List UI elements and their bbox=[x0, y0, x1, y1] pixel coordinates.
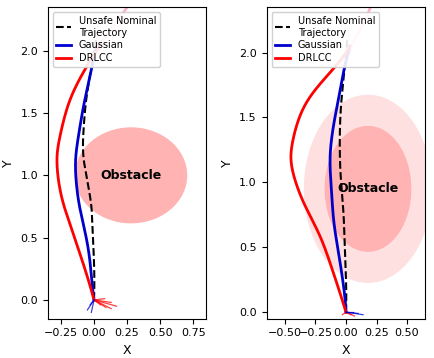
Text: Obstacle: Obstacle bbox=[100, 169, 161, 182]
DRLCC bbox=[98, 42, 103, 47]
Line: Unsafe Nominal
Trajectory: Unsafe Nominal Trajectory bbox=[83, 38, 97, 300]
Unsafe Nominal
Trajectory bbox=[337, 130, 342, 135]
DRLCC bbox=[296, 117, 301, 122]
Y-axis label: Y: Y bbox=[220, 159, 233, 167]
Gaussian bbox=[331, 123, 336, 127]
Unsafe Nominal
Trajectory bbox=[92, 298, 97, 302]
DRLCC bbox=[343, 51, 349, 55]
X-axis label: X: X bbox=[342, 344, 350, 357]
Unsafe Nominal
Trajectory bbox=[94, 36, 99, 40]
Y-axis label: Y: Y bbox=[2, 159, 15, 167]
Gaussian bbox=[76, 137, 81, 141]
DRLCC bbox=[337, 59, 342, 63]
Unsafe Nominal
Trajectory bbox=[81, 131, 86, 135]
DRLCC bbox=[343, 309, 349, 314]
Legend: Unsafe Nominal
Trajectory, Gaussian, DRLCC: Unsafe Nominal Trajectory, Gaussian, DRL… bbox=[53, 12, 160, 67]
Gaussian bbox=[76, 132, 81, 136]
Unsafe Nominal
Trajectory bbox=[343, 309, 349, 313]
Line: DRLCC: DRLCC bbox=[57, 44, 101, 300]
Ellipse shape bbox=[76, 128, 187, 223]
Gaussian bbox=[75, 138, 80, 142]
DRLCC bbox=[62, 113, 68, 117]
Ellipse shape bbox=[325, 126, 411, 251]
DRLCC bbox=[293, 125, 299, 129]
Gaussian bbox=[92, 53, 97, 58]
Gaussian bbox=[345, 54, 350, 58]
Gaussian bbox=[92, 298, 97, 302]
DRLCC bbox=[294, 124, 299, 128]
DRLCC bbox=[61, 120, 66, 125]
DRLCC bbox=[91, 297, 96, 301]
Line: Gaussian: Gaussian bbox=[330, 46, 350, 312]
Unsafe Nominal
Trajectory bbox=[344, 49, 349, 53]
Unsafe Nominal
Trajectory bbox=[337, 125, 342, 130]
Gaussian bbox=[91, 297, 96, 301]
Unsafe Nominal
Trajectory bbox=[81, 132, 86, 136]
X-axis label: X: X bbox=[123, 344, 132, 357]
Unsafe Nominal
Trajectory bbox=[342, 65, 347, 69]
Ellipse shape bbox=[305, 95, 431, 282]
Unsafe Nominal
Trajectory bbox=[343, 310, 349, 314]
DRLCC bbox=[89, 57, 94, 61]
DRLCC bbox=[343, 310, 349, 314]
Legend: Unsafe Nominal
Trajectory, Gaussian, DRLCC: Unsafe Nominal Trajectory, Gaussian, DRL… bbox=[272, 12, 379, 67]
Unsafe Nominal
Trajectory bbox=[345, 38, 350, 42]
Unsafe Nominal
Trajectory bbox=[92, 47, 97, 52]
Unsafe Nominal
Trajectory bbox=[337, 130, 342, 134]
Gaussian bbox=[94, 42, 99, 47]
Unsafe Nominal
Trajectory bbox=[89, 63, 95, 67]
Unsafe Nominal
Trajectory bbox=[81, 126, 86, 130]
Gaussian bbox=[347, 44, 352, 48]
DRLCC bbox=[94, 49, 99, 53]
Text: Obstacle: Obstacle bbox=[337, 182, 398, 195]
DRLCC bbox=[347, 44, 352, 48]
Unsafe Nominal
Trajectory bbox=[92, 296, 97, 301]
Gaussian bbox=[343, 310, 349, 314]
Line: DRLCC: DRLCC bbox=[291, 46, 350, 312]
Gaussian bbox=[343, 62, 348, 66]
Gaussian bbox=[89, 69, 94, 73]
Line: Gaussian: Gaussian bbox=[76, 44, 97, 300]
Gaussian bbox=[331, 124, 336, 129]
Line: Unsafe Nominal
Trajectory: Unsafe Nominal Trajectory bbox=[340, 40, 347, 312]
Gaussian bbox=[343, 309, 349, 314]
DRLCC bbox=[92, 298, 97, 302]
DRLCC bbox=[61, 119, 66, 123]
Gaussian bbox=[332, 118, 337, 123]
